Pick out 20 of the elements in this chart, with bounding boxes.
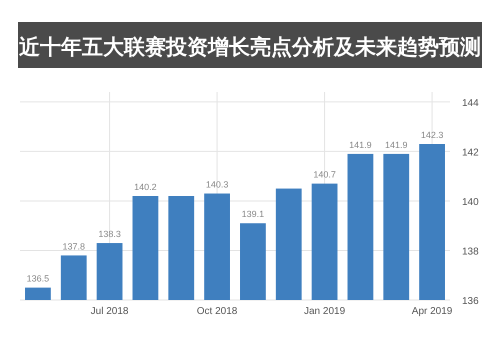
x-tick-label: Jan 2019	[304, 306, 346, 317]
data-label: 140.3	[206, 180, 228, 190]
y-tick-label: 142	[462, 147, 480, 158]
data-label: 136.5	[26, 274, 50, 284]
data-label: 140.7	[313, 170, 336, 180]
chart-title: 近十年五大联赛投资增长亮点分析及未来趋势预测	[18, 35, 481, 59]
x-tick-label: Apr 2019	[412, 306, 453, 317]
y-tick-label: 136	[462, 296, 480, 307]
x-tick-label: Oct 2018	[196, 306, 238, 317]
data-label: 142.3	[420, 130, 444, 140]
y-tick-label: 138	[462, 246, 480, 258]
data-label: 141.9	[349, 140, 372, 150]
data-label: 141.9	[384, 140, 408, 150]
x-tick-label: Jul 2018	[90, 306, 129, 317]
y-tick-label: 144	[462, 98, 480, 109]
data-label: 140.2	[134, 182, 157, 192]
y-tick-label: 140	[462, 196, 480, 208]
data-label: 138.3	[98, 229, 121, 240]
data-label: 139.1	[242, 209, 264, 220]
data-label: 137.8	[62, 241, 86, 252]
